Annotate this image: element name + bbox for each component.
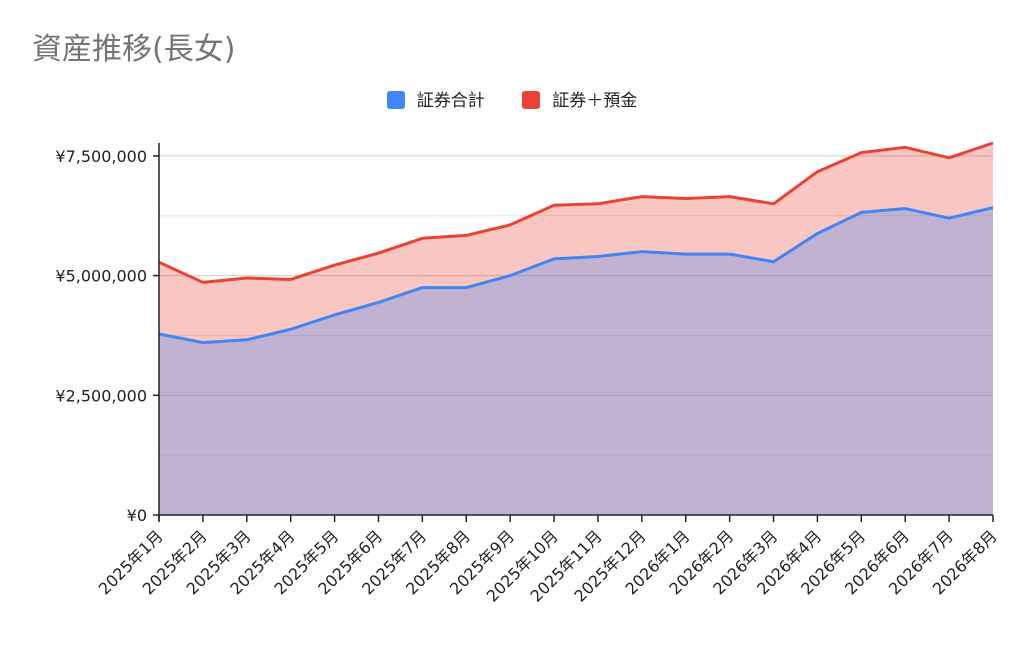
area-series-1 <box>159 143 993 515</box>
chart-title: 資産推移(長女) <box>32 32 236 67</box>
y-tick-label: ¥7,500,000 <box>55 147 147 166</box>
legend-item-securities[interactable]: 証券合計 <box>386 86 485 111</box>
area-series-0 <box>159 207 993 515</box>
y-tick-label: ¥2,500,000 <box>55 386 147 405</box>
legend-swatch-securities <box>386 91 405 109</box>
y-tick-label: ¥0 <box>127 506 147 525</box>
legend-item-securities-plus-deposits[interactable]: 証券＋預金 <box>522 86 637 111</box>
legend-label-securities: 証券合計 <box>416 91 485 111</box>
legend-swatch-securities-plus-deposits <box>522 91 541 109</box>
legend-label-securities-plus-deposits: 証券＋預金 <box>552 91 638 111</box>
y-tick-label: ¥5,000,000 <box>55 267 147 286</box>
line-series-0 <box>158 206 994 345</box>
legend: 証券合計 証券＋預金 <box>0 86 1024 111</box>
line-series-1 <box>158 141 994 284</box>
